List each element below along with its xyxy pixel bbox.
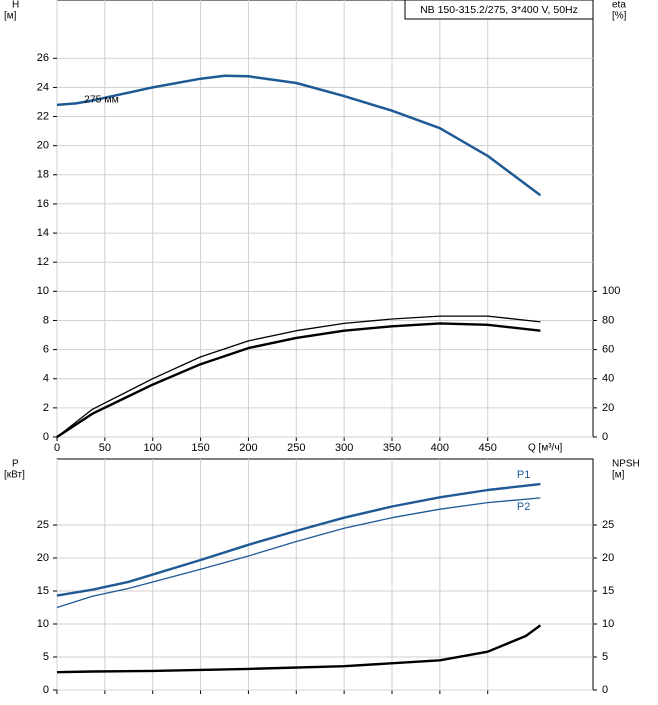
x-tick-label: 100: [144, 442, 162, 454]
y-tick-label: 10: [37, 618, 49, 630]
annotation: 275 мм: [84, 93, 119, 105]
y-tick-label: 0: [43, 684, 49, 696]
x-tick-label: 200: [239, 442, 257, 454]
series-line: [56, 322, 541, 439]
y-axis-label: [м]: [4, 11, 17, 22]
y-axis-label: [кВт]: [4, 470, 25, 481]
y-tick-label: 25: [37, 519, 49, 531]
y2-axis-label: eta: [612, 0, 626, 11]
chart-title: NB 150-315.2/275, 3*400 V, 50Hz: [420, 4, 578, 16]
y-tick-label: 18: [37, 169, 49, 181]
y2-axis-label: [м]: [612, 470, 625, 481]
y-tick-label: 4: [43, 373, 49, 385]
series-line: [56, 315, 541, 438]
series-line: [56, 624, 542, 674]
y-tick-label: 10: [37, 285, 49, 297]
title-box: [404, 0, 594, 20]
series-line: [56, 482, 541, 597]
y2-tick-label: 20: [602, 552, 614, 564]
plot-frame: [56, 458, 594, 691]
y2-tick-label: 5: [602, 651, 608, 663]
y-tick-label: 22: [37, 110, 49, 122]
x-tick-label: 250: [287, 442, 305, 454]
y-tick-label: 24: [37, 81, 49, 93]
y2-axis-label: NPSH: [612, 459, 640, 470]
y2-tick-label: 60: [602, 344, 614, 356]
y-tick-label: 5: [43, 651, 49, 663]
y-tick-label: 16: [37, 198, 49, 210]
x-tick-label: 0: [54, 442, 60, 454]
series-label: P2: [517, 501, 530, 513]
y-tick-label: 8: [43, 314, 49, 326]
y-axis-label: P: [12, 459, 19, 470]
y2-tick-label: 10: [602, 618, 614, 630]
y-tick-label: 0: [43, 431, 49, 443]
series-line: [56, 74, 542, 197]
y2-tick-label: 15: [602, 585, 614, 597]
x-tick-label: 400: [431, 442, 449, 454]
series-label: P1: [517, 469, 530, 481]
y-tick-label: 12: [37, 256, 49, 268]
y-axis-label: H: [12, 0, 19, 11]
series-line: [56, 497, 541, 609]
y2-axis-label: [%]: [612, 11, 627, 22]
x-tick-label: 450: [479, 442, 497, 454]
x-tick-label: 300: [335, 442, 353, 454]
y-tick-label: 15: [37, 585, 49, 597]
y2-tick-label: 0: [602, 431, 608, 443]
y-tick-label: 20: [37, 140, 49, 152]
y-tick-label: 2: [43, 402, 49, 414]
x-axis-label: Q [м³/ч]: [528, 443, 563, 454]
y2-tick-label: 80: [602, 314, 614, 326]
y-tick-label: 26: [37, 52, 49, 64]
y-tick-label: 6: [43, 344, 49, 356]
y2-tick-label: 100: [602, 285, 620, 297]
y2-tick-label: 20: [602, 402, 614, 414]
y-tick-label: 20: [37, 552, 49, 564]
plot-frame: [56, 0, 594, 438]
y2-tick-label: 0: [602, 684, 608, 696]
y2-tick-label: 40: [602, 373, 614, 385]
y2-tick-label: 25: [602, 519, 614, 531]
x-tick-label: 50: [99, 442, 111, 454]
y-tick-label: 14: [37, 227, 49, 239]
x-tick-label: 150: [191, 442, 209, 454]
x-tick-label: 350: [383, 442, 401, 454]
